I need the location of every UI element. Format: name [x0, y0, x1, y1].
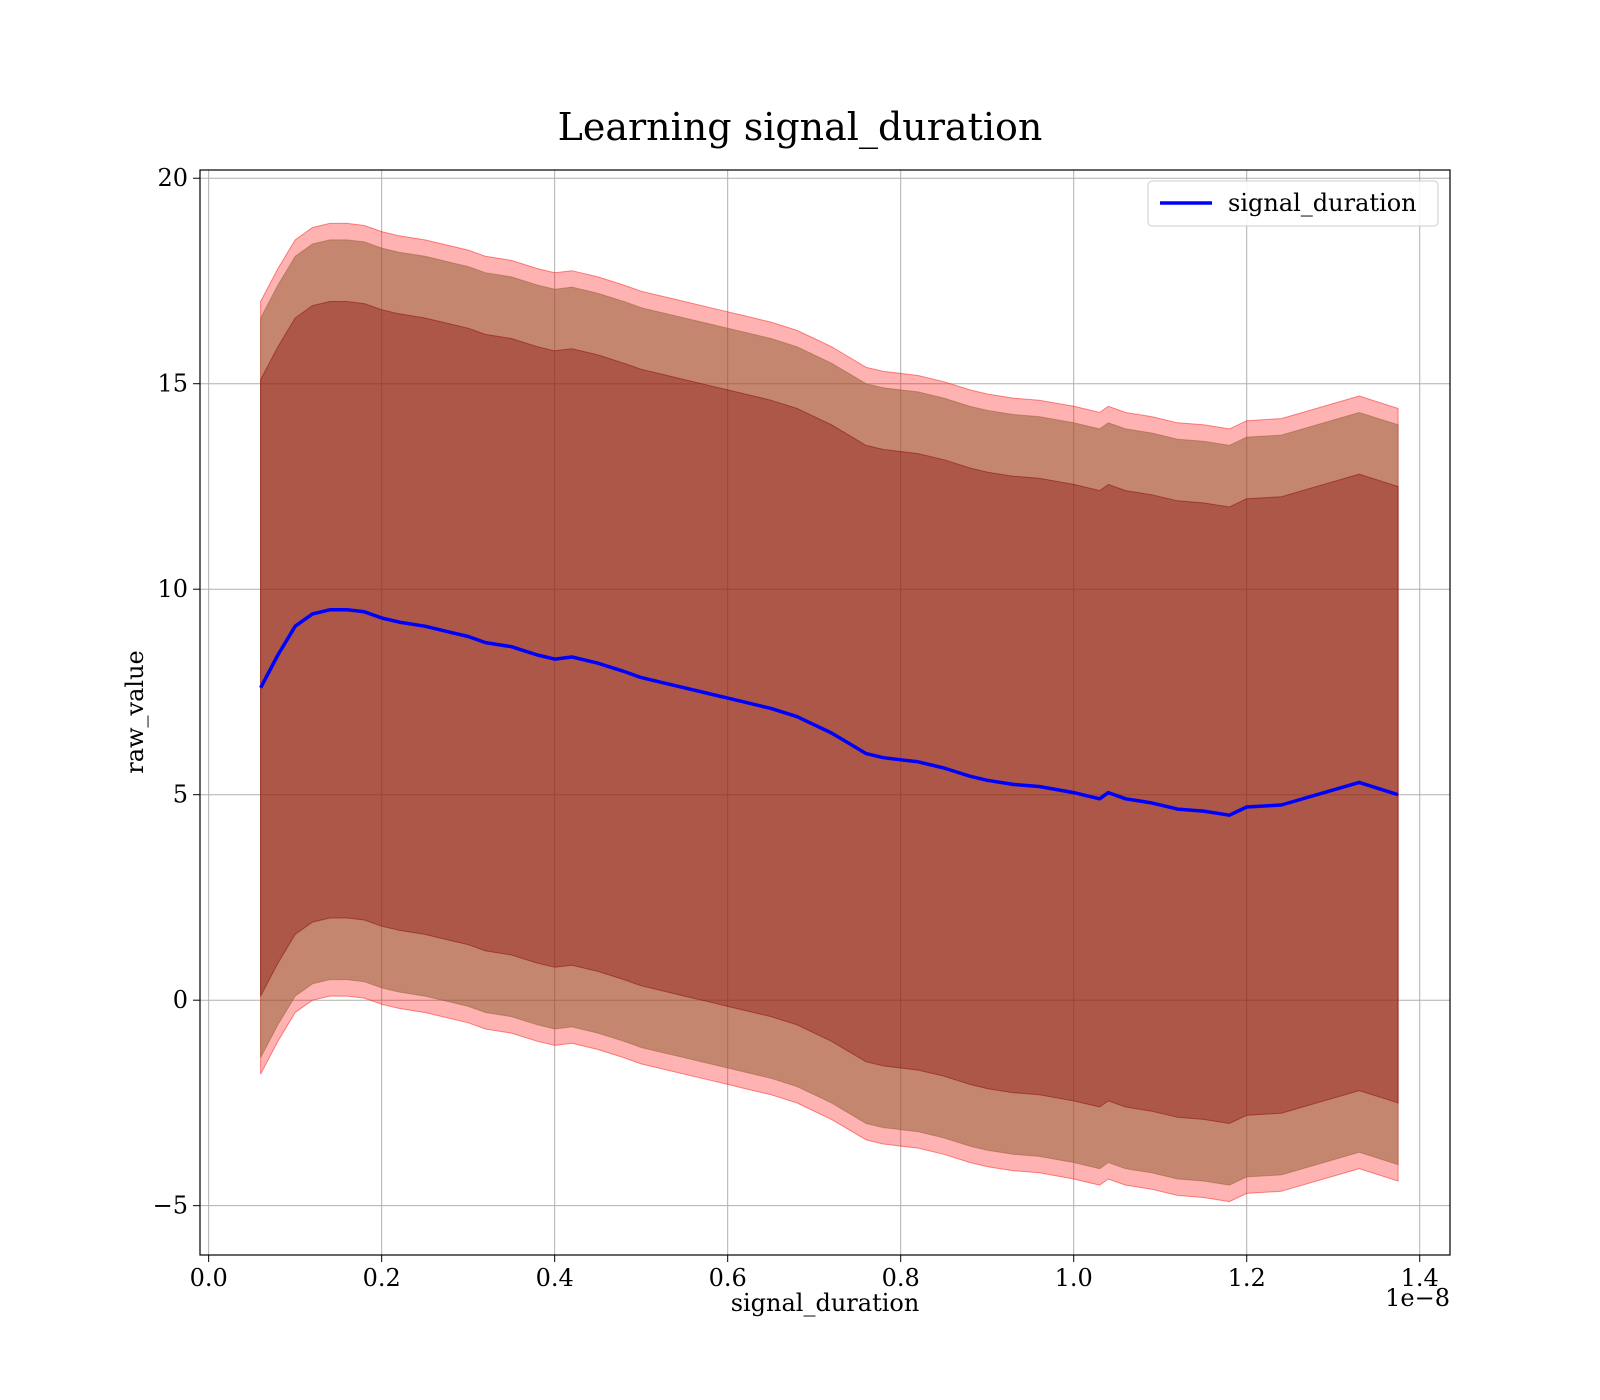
- series-lines: [259, 608, 1399, 817]
- y-tick-label: 20: [157, 164, 188, 192]
- confidence-band: [260, 301, 1399, 1125]
- x-tick-label: 0.2: [363, 1264, 401, 1292]
- y-tick-label: 5: [173, 781, 188, 809]
- y-tick-label: 10: [157, 575, 188, 603]
- confidence-band: [260, 239, 1399, 1186]
- x-axis-offset-label: 1e−8: [1385, 1284, 1450, 1312]
- plot-frame: [199, 169, 1451, 1256]
- y-axis-ticks: −5 0 5 10 15 20: [153, 164, 200, 1220]
- legend-box: [1147, 180, 1439, 227]
- y-axis-label: raw_value: [121, 650, 149, 774]
- confidence-bands: [260, 222, 1399, 1203]
- x-axis-ticks: 0.0 0.2 0.4 0.6 0.8 1.0 1.2 1.4: [190, 1255, 1439, 1292]
- x-tick-label: 1.4: [1401, 1264, 1439, 1292]
- x-tick-label: 0.6: [709, 1264, 747, 1292]
- x-tick-label: 0.8: [882, 1264, 920, 1292]
- x-tick-label: 0.0: [190, 1264, 228, 1292]
- y-tick-label: 0: [173, 986, 188, 1014]
- x-axis-label: signal_duration: [731, 1289, 920, 1317]
- x-tick-label: 0.4: [536, 1264, 574, 1292]
- y-tick-label: 15: [157, 370, 188, 398]
- chart-title: Learning signal_duration: [558, 105, 1043, 150]
- legend: signal_duration: [1147, 180, 1439, 227]
- legend-entry-label: signal_duration: [1228, 189, 1417, 217]
- y-tick-label: −5: [153, 1192, 188, 1220]
- series-line: [259, 608, 1399, 817]
- x-tick-label: 1.2: [1228, 1264, 1266, 1292]
- x-tick-label: 1.0: [1055, 1264, 1093, 1292]
